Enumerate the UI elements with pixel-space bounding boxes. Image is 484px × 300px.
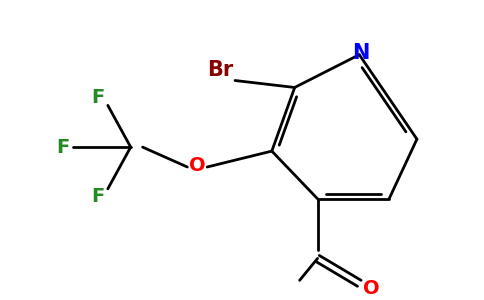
Text: N: N (352, 43, 370, 63)
Text: F: F (91, 88, 105, 107)
Text: O: O (189, 155, 206, 175)
Text: O: O (363, 279, 379, 298)
Text: Br: Br (207, 60, 233, 80)
Text: F: F (91, 187, 105, 206)
Text: F: F (57, 138, 70, 157)
